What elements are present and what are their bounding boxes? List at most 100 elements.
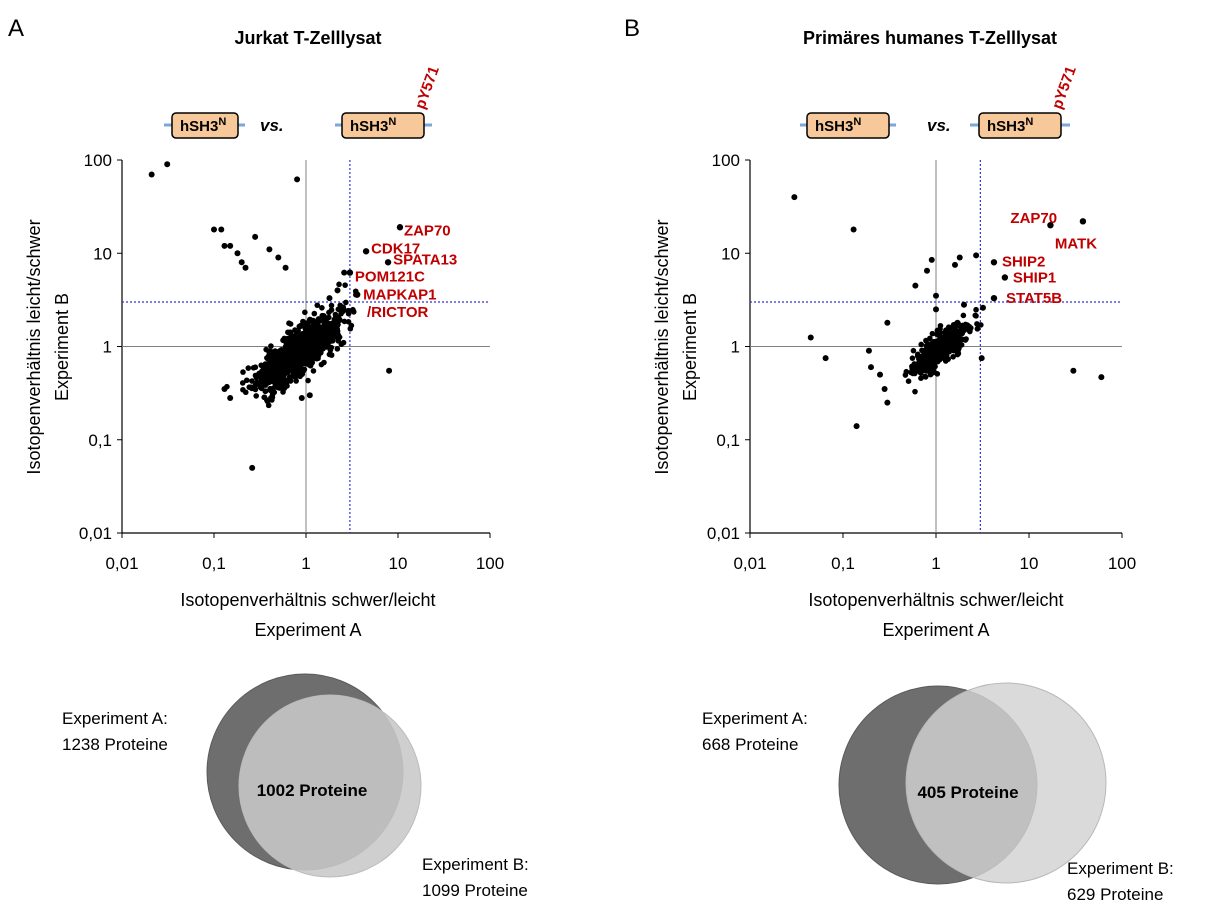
data-point bbox=[912, 388, 918, 395]
data-point bbox=[262, 388, 269, 395]
construct-name: hSH3 bbox=[987, 118, 1025, 135]
panel-a-scatter: 0,01 0,1 1 10 100 0,01 0,1 1 10 100 ZAP70CDK17SPAT… bbox=[79, 151, 504, 573]
data-point bbox=[286, 352, 293, 359]
data-point bbox=[334, 287, 341, 294]
x-tick-label: 0,1 bbox=[831, 554, 855, 573]
data-point bbox=[954, 351, 961, 358]
panel-b-scatter: 0,01 0,1 1 10 100 0,01 0,1 1 10 100 ZAP70 MATK SHIP2… bbox=[707, 151, 1136, 573]
data-point bbox=[297, 373, 303, 380]
construct-box bbox=[978, 112, 1062, 139]
data-point bbox=[950, 337, 956, 343]
y-tick-label: 10 bbox=[93, 244, 112, 263]
data-point bbox=[294, 343, 301, 349]
data-point bbox=[292, 353, 299, 360]
construct-label: hSH3N bbox=[350, 116, 396, 135]
data-point bbox=[917, 370, 924, 376]
data-point bbox=[336, 334, 343, 340]
data-point bbox=[350, 306, 356, 313]
panel-a-phospho: pY571 bbox=[412, 64, 443, 111]
construct-label: hSH3N bbox=[815, 116, 861, 135]
data-point bbox=[321, 359, 327, 366]
data-point bbox=[822, 355, 829, 362]
x-tick-label: 0,01 bbox=[105, 554, 138, 573]
data-point bbox=[341, 269, 348, 276]
protein-label: SPATA13 bbox=[393, 251, 457, 268]
highlighted-point bbox=[353, 291, 361, 298]
data-point bbox=[933, 292, 939, 299]
data-point bbox=[941, 335, 948, 341]
x-tick-label: 100 bbox=[476, 554, 504, 573]
data-point bbox=[978, 355, 985, 362]
x-tick-label: 100 bbox=[1108, 554, 1136, 573]
data-point bbox=[298, 395, 305, 402]
panel-a-x-label-2: Experiment A bbox=[254, 620, 361, 640]
venn-a-label: Experiment A: bbox=[702, 709, 808, 728]
data-point bbox=[329, 321, 335, 327]
data-point bbox=[211, 226, 217, 233]
data-point bbox=[315, 352, 322, 359]
data-point bbox=[259, 377, 266, 383]
panel-b-letter: B bbox=[624, 15, 640, 42]
data-point bbox=[327, 347, 334, 353]
protein-label: CDK17 bbox=[371, 240, 420, 257]
venn-a-label: Experiment A: bbox=[62, 709, 168, 728]
x-tick-label: 1 bbox=[931, 554, 940, 573]
data-point bbox=[918, 357, 925, 364]
data-point bbox=[306, 392, 313, 399]
y-tick-label: 100 bbox=[712, 151, 740, 170]
data-point bbox=[910, 347, 917, 354]
panel-b-construct-left: hSH3N bbox=[800, 112, 896, 139]
data-point bbox=[958, 342, 965, 348]
panel-b-title: Primäres humanes T-Zelllysat bbox=[803, 28, 1057, 48]
construct-sup: N bbox=[853, 116, 861, 128]
venn-a-count: 1238 Proteine bbox=[62, 735, 168, 754]
data-point bbox=[920, 363, 927, 370]
data-point bbox=[256, 370, 262, 377]
data-point bbox=[250, 365, 257, 371]
data-point bbox=[240, 369, 246, 375]
venn-b-label: Experiment B: bbox=[422, 855, 529, 874]
data-point bbox=[339, 308, 346, 315]
panel-a-letter: A bbox=[8, 15, 24, 42]
data-point bbox=[937, 339, 944, 345]
highlighted-point bbox=[384, 259, 392, 266]
data-point bbox=[245, 365, 252, 371]
panel-b-x-label-2: Experiment A bbox=[882, 620, 989, 640]
data-point bbox=[249, 385, 255, 392]
protein-label: POM121C bbox=[355, 269, 425, 286]
data-point bbox=[221, 242, 228, 249]
panel-b-vs: vs. bbox=[927, 116, 951, 135]
data-point bbox=[293, 378, 299, 384]
venn-overlap-count: 405 Proteine bbox=[917, 783, 1018, 802]
data-point bbox=[934, 371, 941, 377]
data-point bbox=[853, 423, 860, 430]
construct-name: hSH3 bbox=[180, 118, 218, 135]
venn-overlap-count: 1002 Proteine bbox=[257, 781, 368, 800]
data-point bbox=[334, 346, 341, 352]
data-point bbox=[884, 319, 891, 326]
data-point bbox=[276, 385, 283, 391]
data-point bbox=[327, 334, 334, 340]
data-point bbox=[218, 226, 225, 233]
data-point bbox=[275, 254, 282, 261]
data-point bbox=[960, 312, 967, 319]
data-point bbox=[268, 343, 274, 349]
data-point bbox=[1098, 374, 1105, 381]
data-point bbox=[253, 393, 260, 399]
data-point bbox=[286, 320, 292, 326]
data-point bbox=[347, 325, 354, 332]
highlighted-point bbox=[1079, 218, 1087, 225]
data-point bbox=[328, 302, 335, 309]
data-point bbox=[323, 323, 329, 330]
data-point bbox=[239, 380, 246, 386]
data-point bbox=[959, 336, 966, 343]
data-point bbox=[268, 362, 274, 368]
data-point bbox=[164, 161, 171, 168]
data-point bbox=[967, 327, 973, 334]
construct-box bbox=[171, 112, 239, 139]
data-point bbox=[285, 329, 291, 336]
data-point bbox=[884, 399, 891, 406]
data-point bbox=[278, 361, 284, 368]
data-point bbox=[317, 332, 324, 339]
data-point bbox=[281, 354, 288, 360]
